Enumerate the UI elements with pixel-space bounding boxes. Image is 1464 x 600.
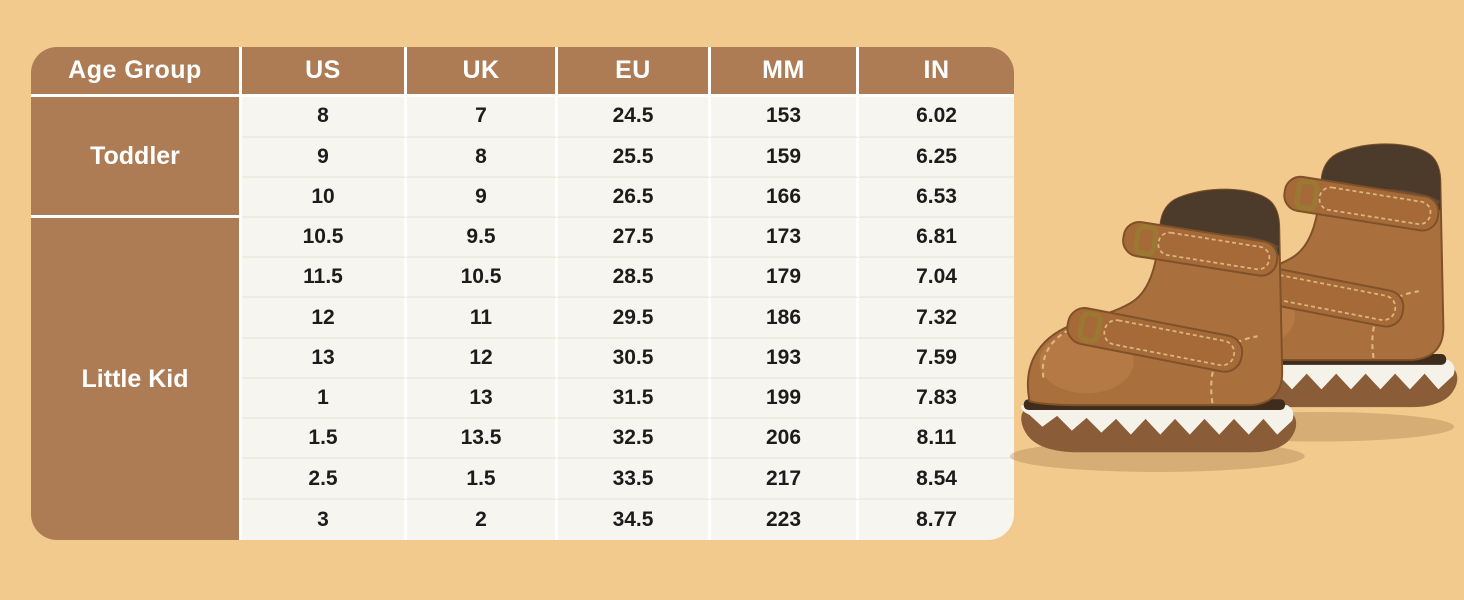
cell-us: 1 — [242, 378, 407, 420]
cell-eu: 28.5 — [558, 258, 711, 299]
cell-us: 10 — [242, 177, 407, 218]
cell-mm: 153 — [711, 97, 859, 138]
header-cell-us: US — [242, 47, 407, 98]
header-cell-eu: EU — [558, 47, 711, 98]
cell-us: 9 — [242, 137, 407, 178]
cell-mm: 199 — [711, 378, 859, 420]
size-table-container: Age Group US UK EU MM IN Toddler 8 7 24.… — [31, 47, 1014, 540]
cell-in: 6.53 — [859, 177, 1014, 218]
cell-mm: 159 — [711, 137, 859, 178]
cell-eu: 34.5 — [558, 499, 711, 540]
table-row: 9 8 25.5 159 6.25 — [31, 137, 1014, 178]
header-row: Age Group US UK EU MM IN — [31, 47, 1014, 98]
cell-uk: 13 — [407, 378, 558, 420]
cell-us: 3 — [242, 499, 407, 540]
cell-in: 6.25 — [859, 137, 1014, 178]
group-cell-toddler: Toddler — [31, 97, 242, 218]
cell-eu: 30.5 — [558, 338, 711, 379]
cell-uk: 8 — [407, 137, 558, 178]
cell-us: 2.5 — [242, 459, 407, 500]
cell-in: 8.11 — [859, 419, 1014, 460]
cell-uk: 10.5 — [407, 258, 558, 299]
cell-mm: 223 — [711, 499, 859, 540]
header-cell-in: IN — [859, 47, 1014, 98]
table-row: Toddler 8 7 24.5 153 6.02 — [31, 97, 1014, 218]
table-row: 3 2 34.5 223 8.77 — [31, 499, 1014, 540]
cell-eu: 31.5 — [558, 378, 711, 420]
cell-eu: 32.5 — [558, 419, 711, 460]
table-row: 11.5 10.5 28.5 179 7.04 — [31, 258, 1014, 299]
cell-mm: 186 — [711, 298, 859, 339]
cell-eu: 24.5 — [558, 97, 711, 138]
cell-eu: 33.5 — [558, 459, 711, 500]
cell-in: 7.32 — [859, 298, 1014, 339]
cell-in: 7.04 — [859, 258, 1014, 299]
cell-uk: 7 — [407, 97, 558, 138]
cell-in: 8.77 — [859, 499, 1014, 540]
table-row: 12 11 29.5 186 7.32 — [31, 298, 1014, 339]
table-row: Little Kid 10.5 9.5 27.5 173 6.81 — [31, 218, 1014, 540]
cell-eu: 26.5 — [558, 177, 711, 218]
cell-in: 7.59 — [859, 338, 1014, 379]
boot-front — [1021, 190, 1296, 453]
cell-eu: 25.5 — [558, 137, 711, 178]
header-cell-age-group: Age Group — [31, 47, 242, 98]
cell-us: 8 — [242, 97, 407, 138]
group-cell-little-kid: Little Kid — [31, 218, 242, 540]
cell-mm: 166 — [711, 177, 859, 218]
cell-uk: 1.5 — [407, 459, 558, 500]
cell-mm: 179 — [711, 258, 859, 299]
cell-uk: 9 — [407, 177, 558, 218]
toddler-boots-photo — [1009, 116, 1460, 472]
cell-uk: 13.5 — [407, 419, 558, 460]
cell-uk: 2 — [407, 499, 558, 540]
cell-us: 10.5 — [242, 218, 407, 259]
cell-mm: 193 — [711, 338, 859, 379]
cell-uk: 9.5 — [407, 218, 558, 259]
cell-uk: 11 — [407, 298, 558, 339]
cell-us: 13 — [242, 338, 407, 379]
cell-eu: 29.5 — [558, 298, 711, 339]
cell-mm: 173 — [711, 218, 859, 259]
cell-uk: 12 — [407, 338, 558, 379]
cell-us: 11.5 — [242, 258, 407, 299]
table-row: 13 12 30.5 193 7.59 — [31, 338, 1014, 379]
table-row: 2.5 1.5 33.5 217 8.54 — [31, 459, 1014, 500]
cell-in: 6.02 — [859, 97, 1014, 138]
header-cell-uk: UK — [407, 47, 558, 98]
size-table: Age Group US UK EU MM IN Toddler 8 7 24.… — [31, 47, 1014, 540]
table-row: 10 9 26.5 166 6.53 — [31, 177, 1014, 218]
cell-us: 12 — [242, 298, 407, 339]
cell-mm: 206 — [711, 419, 859, 460]
cell-in: 8.54 — [859, 459, 1014, 500]
table-row: 1.5 13.5 32.5 206 8.11 — [31, 419, 1014, 460]
cell-mm: 217 — [711, 459, 859, 500]
cell-us: 1.5 — [242, 419, 407, 460]
table-row: 1 13 31.5 199 7.83 — [31, 378, 1014, 420]
header-cell-mm: MM — [711, 47, 859, 98]
cell-eu: 27.5 — [558, 218, 711, 259]
cell-in: 6.81 — [859, 218, 1014, 259]
cell-in: 7.83 — [859, 378, 1014, 420]
